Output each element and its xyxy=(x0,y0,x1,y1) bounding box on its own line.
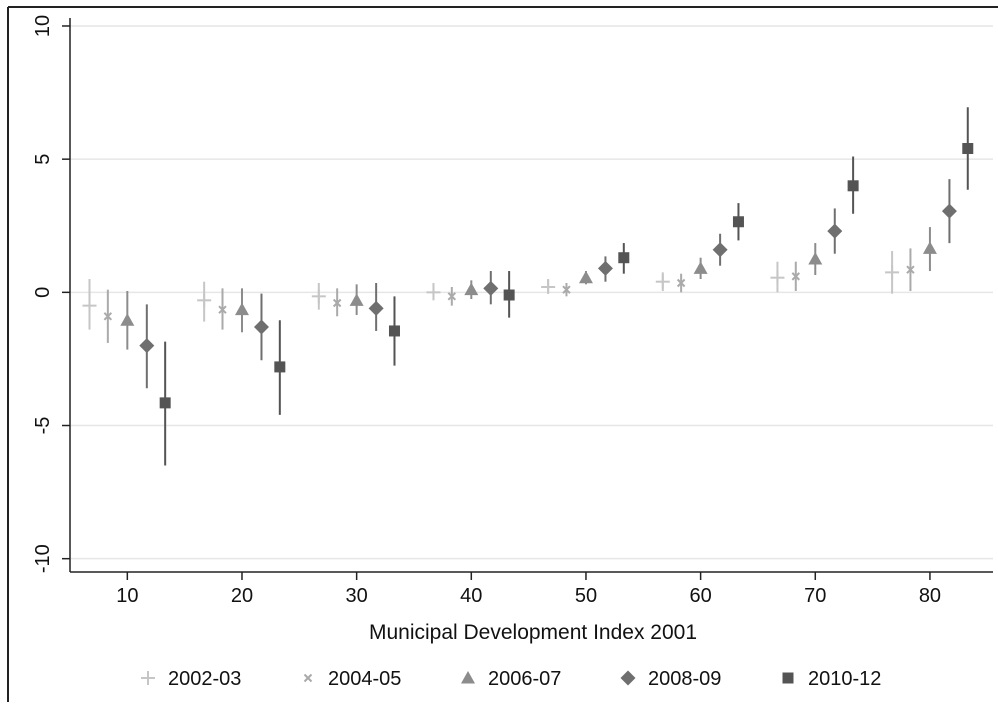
data-point xyxy=(332,298,342,308)
data-point xyxy=(791,272,800,281)
x-marker-b xyxy=(906,265,915,274)
data-point xyxy=(159,397,171,409)
y-tick-label: 0 xyxy=(32,287,54,298)
x-axis-label: Municipal Development Index 2001 xyxy=(369,621,697,644)
x-marker-b xyxy=(791,272,800,281)
data-marks xyxy=(82,107,974,466)
data-point xyxy=(618,252,630,264)
series-2006-07 xyxy=(120,227,937,350)
x-tick-label: 80 xyxy=(919,585,941,607)
data-point xyxy=(827,223,843,239)
x-tick-label: 30 xyxy=(346,585,368,607)
data-point xyxy=(274,361,286,373)
data-point xyxy=(885,265,900,280)
data-point xyxy=(541,280,556,295)
data-point xyxy=(906,265,915,274)
x-tick-label: 50 xyxy=(575,585,597,607)
data-point xyxy=(464,282,479,296)
series-2008-09 xyxy=(139,179,957,389)
legend-label: 2004-05 xyxy=(328,668,401,690)
legend-label: 2008-09 xyxy=(648,668,721,690)
data-point xyxy=(693,261,708,274)
legend-item: 2008-09 xyxy=(620,668,721,690)
x-marker-b xyxy=(562,285,571,294)
data-point xyxy=(197,293,212,308)
legend-label: 2010-12 xyxy=(808,668,881,690)
data-point xyxy=(253,319,269,335)
data-point xyxy=(578,270,593,284)
legend-marker xyxy=(620,670,636,686)
legend-marker xyxy=(461,671,475,684)
data-point xyxy=(962,143,974,155)
x-marker-b xyxy=(447,292,457,301)
data-point xyxy=(941,203,957,219)
gridlines xyxy=(70,25,993,560)
data-point xyxy=(447,292,457,301)
data-point xyxy=(388,325,400,337)
legend-item: 2002-03 xyxy=(141,668,241,690)
x-marker-b xyxy=(103,312,113,321)
series-2002-03 xyxy=(82,251,900,330)
legend-marker xyxy=(141,671,155,685)
data-point xyxy=(503,289,515,301)
legend-label: 2006-07 xyxy=(488,668,561,690)
x-marker-b xyxy=(303,673,313,683)
x-marker-b xyxy=(332,298,342,308)
data-point xyxy=(808,252,823,265)
data-point xyxy=(597,260,613,276)
series-2010-12 xyxy=(159,107,974,466)
axes: -10 -5 0 5 10 10 20 30 40 50 60 70 80 xyxy=(32,15,993,607)
legend-marker xyxy=(782,672,794,684)
x-marker-b xyxy=(676,278,686,288)
x-tick-label: 60 xyxy=(689,585,711,607)
legend-item: 2010-12 xyxy=(782,668,881,690)
series-2004-05 xyxy=(103,248,915,343)
y-tick-label: -10 xyxy=(32,544,54,573)
legend-marker xyxy=(303,673,313,683)
legend-item: 2006-07 xyxy=(461,668,561,690)
data-point xyxy=(218,305,227,314)
data-point xyxy=(847,180,859,192)
data-point xyxy=(311,289,326,304)
data-point xyxy=(426,285,441,300)
y-tick-label: 5 xyxy=(32,154,54,165)
data-point xyxy=(922,241,937,254)
legend: 2002-03 2004-05 2006-07 2008-09 2010-12 xyxy=(141,668,881,690)
x-tick-label: 20 xyxy=(231,585,253,607)
x-tick-label: 10 xyxy=(116,585,138,607)
data-point xyxy=(655,274,670,289)
data-point xyxy=(349,293,364,306)
legend-label: 2002-03 xyxy=(168,668,241,690)
data-point xyxy=(562,285,571,294)
x-tick-label: 40 xyxy=(460,585,482,607)
data-point xyxy=(234,302,249,316)
data-point xyxy=(712,242,728,258)
y-tick-label: 10 xyxy=(32,15,54,37)
data-point xyxy=(732,216,744,228)
data-point xyxy=(483,280,499,296)
legend-item: 2004-05 xyxy=(303,668,401,690)
data-point xyxy=(103,312,113,321)
data-point xyxy=(120,313,135,326)
y-tick-label: -5 xyxy=(32,417,54,435)
data-point xyxy=(139,338,155,354)
x-tick-label: 70 xyxy=(804,585,826,607)
data-point xyxy=(368,300,384,316)
data-point xyxy=(82,298,97,313)
x-marker-b xyxy=(218,305,227,314)
data-point xyxy=(676,278,686,288)
data-point xyxy=(770,270,785,285)
